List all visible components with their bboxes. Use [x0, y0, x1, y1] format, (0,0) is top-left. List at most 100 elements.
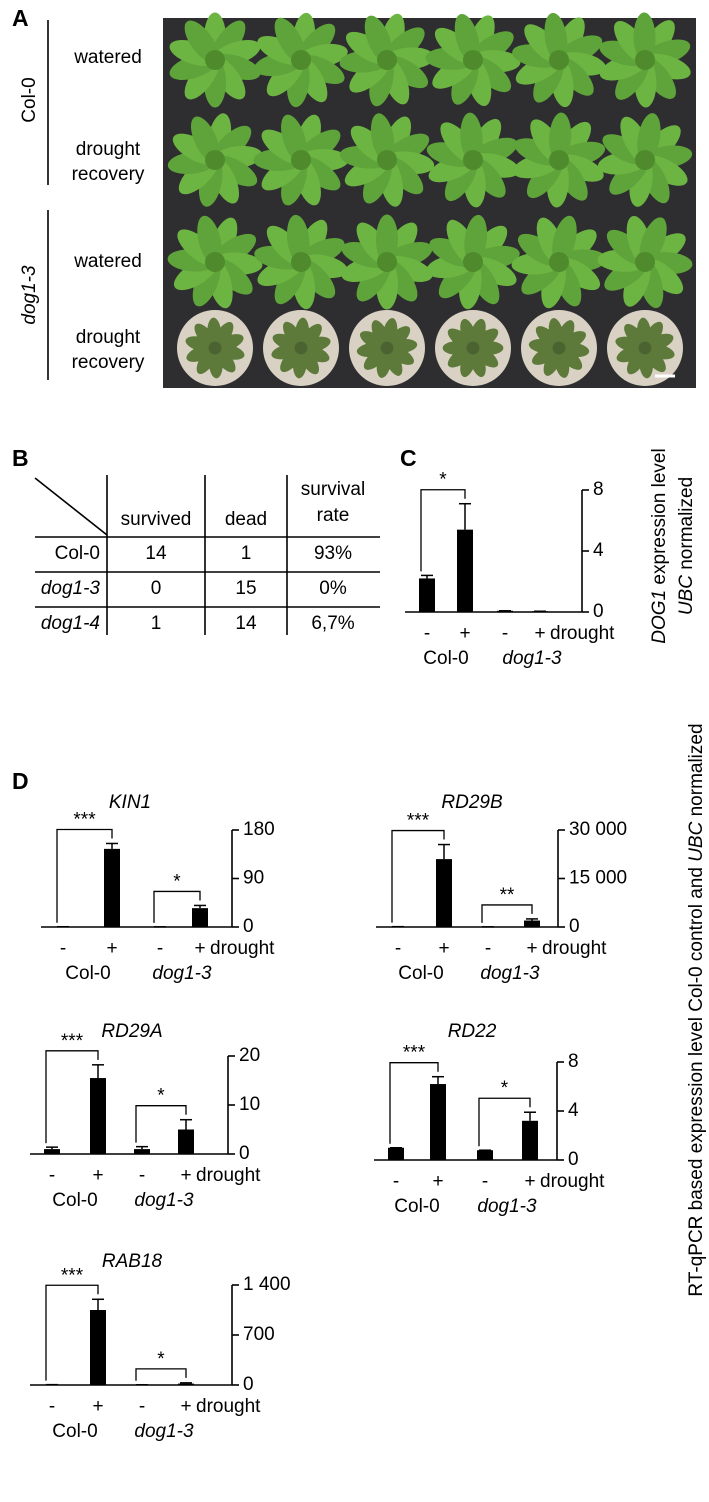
group-label: Col-0	[423, 648, 468, 669]
x-tick-label: +	[432, 1171, 443, 1192]
x-tick-label: -	[49, 1165, 55, 1186]
significance-bracket	[45, 1284, 99, 1381]
y-tick-label: 20	[239, 1045, 260, 1066]
table-cell: 15	[235, 578, 256, 599]
x-tick-label: -	[49, 1396, 55, 1417]
genotype-label: Col-0	[19, 77, 40, 122]
group-label: dog1-3	[477, 1196, 537, 1217]
y-tick-label: 4	[568, 1100, 579, 1121]
x-tick-label: +	[92, 1165, 103, 1186]
y-tick-label: 15 000	[569, 868, 627, 889]
group-label: dog1-3	[134, 1421, 194, 1442]
axis-title: RT-qPCR based expression level Col-0 con…	[686, 723, 707, 1296]
row-label: drought	[76, 327, 141, 348]
group-label: dog1-3	[502, 648, 562, 669]
significance-bracket	[478, 1097, 531, 1147]
significance-label: *	[157, 1349, 165, 1370]
genotype-label: dog1-3	[19, 265, 40, 325]
text-part: normalized	[676, 477, 697, 575]
table-cell: 14	[145, 543, 167, 564]
row-label: watered	[73, 47, 142, 68]
text-part: normalized	[686, 723, 707, 821]
chart-title: RAB18	[102, 1251, 163, 1272]
row-label: watered	[73, 251, 142, 272]
x-tick-label: -	[485, 938, 491, 959]
significance-bracket	[135, 1105, 187, 1143]
table-cell: 6,7%	[311, 613, 354, 634]
y-tick-label: 8	[593, 479, 604, 500]
chart-title: KIN1	[109, 792, 151, 813]
x-tick-label: -	[139, 1165, 145, 1186]
table-cell: 1	[241, 543, 252, 564]
group-label: Col-0	[394, 1196, 439, 1217]
bar	[522, 1120, 538, 1160]
group-label: Col-0	[52, 1190, 97, 1211]
panel-label: D	[12, 768, 29, 794]
row-label: recovery	[72, 164, 145, 185]
table-cell: 0%	[319, 578, 347, 599]
bar	[419, 578, 435, 612]
panel-label: B	[12, 445, 29, 471]
x-tick-label: +	[180, 1396, 191, 1417]
y-tick-label: 0	[569, 916, 580, 937]
row-label: drought	[76, 139, 141, 160]
group-label: Col-0	[52, 1421, 97, 1442]
x-tick-label: +	[194, 938, 205, 959]
bar	[134, 1149, 150, 1154]
plant-photo	[163, 12, 696, 388]
bar	[90, 1310, 106, 1385]
bar	[388, 1147, 404, 1160]
significance-bracket	[135, 1368, 187, 1381]
x-tick-label: -	[424, 623, 430, 644]
bar	[44, 1149, 60, 1154]
x-tick-label: -	[157, 938, 163, 959]
y-tick-label: 30 000	[569, 819, 627, 840]
significance-bracket	[391, 829, 445, 923]
x-tick-label: +	[459, 623, 470, 644]
text-part: UBC	[676, 575, 697, 615]
group-label: dog1-3	[134, 1190, 194, 1211]
x-axis-title: drought	[196, 1165, 261, 1186]
significance-label: ***	[61, 1031, 84, 1052]
text-part: expression level	[649, 448, 670, 590]
bar	[436, 859, 452, 927]
significance-label: *	[439, 470, 447, 491]
x-tick-label: -	[60, 938, 66, 959]
group-label: dog1-3	[152, 963, 212, 984]
significance-label: *	[173, 871, 181, 892]
row-header: Col-0	[55, 543, 100, 564]
significance-label: ***	[61, 1265, 84, 1286]
bar	[430, 1084, 446, 1160]
table-cell: 0	[151, 578, 162, 599]
significance-bracket	[153, 890, 201, 923]
y-tick-label: 0	[243, 916, 254, 937]
text-part: RT-qPCR based expression level Col-0 con…	[686, 862, 707, 1297]
y-tick-label: 0	[243, 1374, 254, 1395]
x-tick-label: +	[438, 938, 449, 959]
significance-label: **	[500, 885, 515, 906]
x-tick-label: -	[139, 1396, 145, 1417]
bar	[104, 848, 120, 927]
x-tick-label: -	[482, 1171, 488, 1192]
significance-bracket	[420, 489, 466, 572]
y-tick-label: 10	[239, 1094, 260, 1115]
x-tick-label: +	[524, 1171, 535, 1192]
significance-bracket	[481, 904, 533, 923]
y-tick-label: 4	[593, 540, 604, 561]
chart-title: RD29B	[441, 792, 503, 813]
significance-bracket	[389, 1062, 439, 1144]
x-axis-title: drought	[196, 1396, 261, 1417]
group-label: Col-0	[398, 963, 443, 984]
x-tick-label: -	[395, 938, 401, 959]
column-header: rate	[317, 505, 350, 526]
x-axis-title: drought	[540, 1171, 605, 1192]
panel-label: C	[400, 445, 417, 471]
bar	[524, 920, 540, 927]
bar	[178, 1383, 194, 1385]
row-label: recovery	[72, 352, 145, 373]
y-tick-label: 0	[568, 1149, 579, 1170]
panel-label: A	[12, 5, 29, 31]
table-grid	[34, 475, 380, 635]
bar	[192, 908, 208, 927]
